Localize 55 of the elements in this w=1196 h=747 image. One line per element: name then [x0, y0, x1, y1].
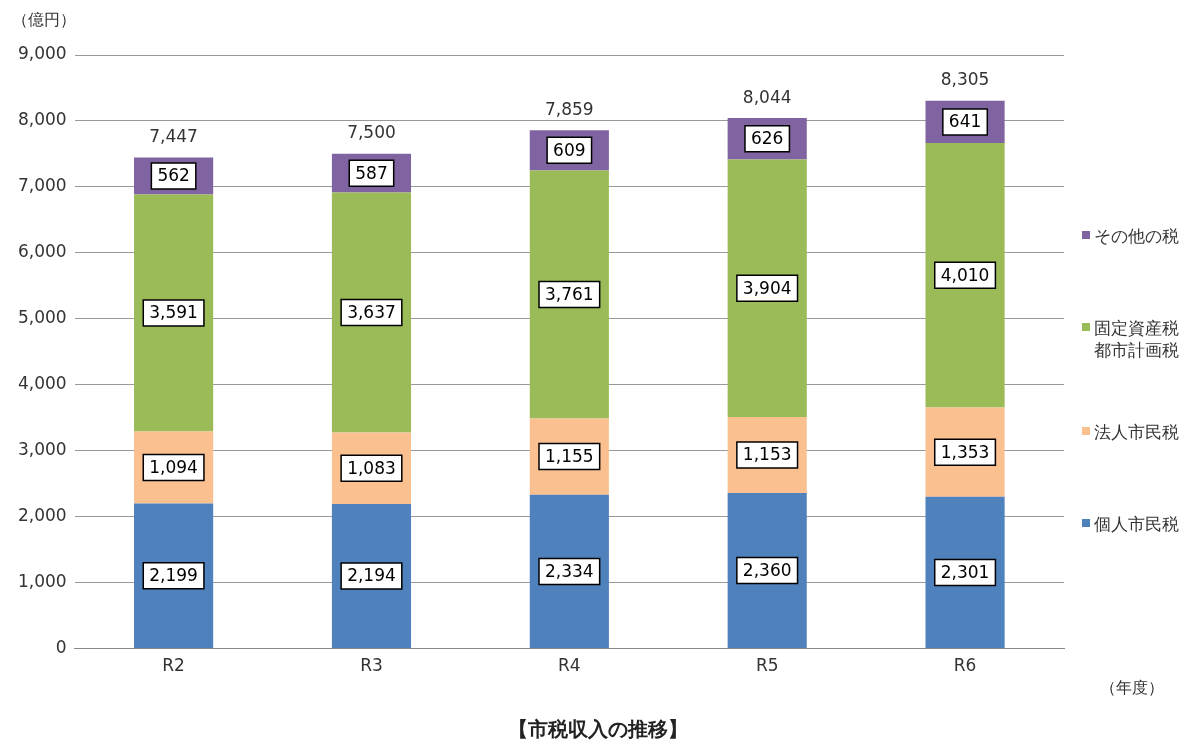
y-tick-label: 4,000 — [18, 373, 67, 394]
data-label: 626 — [750, 128, 784, 149]
bar — [925, 496, 1005, 649]
data-label: 2,334 — [545, 560, 594, 581]
data-label: 3,904 — [742, 277, 792, 298]
data-label: 2,301 — [940, 561, 990, 582]
x-axis-title: （年度） — [1100, 678, 1164, 699]
legend-label: 個人市民税 — [1094, 513, 1179, 535]
y-tick-label: 7,000 — [18, 175, 67, 196]
x-tick-label: R4 — [558, 655, 581, 676]
legend-label: その他の税 — [1094, 225, 1179, 247]
y-tick-label: 3,000 — [18, 439, 67, 460]
bar — [331, 192, 412, 433]
data-label: 1,094 — [149, 456, 198, 477]
data-label: 609 — [553, 139, 586, 160]
y-tick-label: 1,000 — [18, 571, 67, 592]
y-axis-title: （億円） — [12, 10, 76, 31]
total-label: 7,859 — [545, 98, 594, 119]
data-label: 2,360 — [742, 559, 792, 580]
data-label: 1,155 — [545, 445, 594, 466]
data-label: 1,353 — [940, 441, 990, 462]
data-label: 587 — [355, 162, 388, 183]
x-tick-label: R2 — [162, 655, 185, 676]
y-tick-label: 8,000 — [18, 109, 67, 130]
data-label: 1,083 — [347, 457, 396, 478]
y-tick-label: 2,000 — [18, 505, 67, 526]
x-tick-label: R3 — [360, 655, 383, 676]
total-label: 7,447 — [149, 125, 198, 146]
total-label: 7,500 — [347, 122, 396, 143]
x-tick-label: R6 — [953, 655, 977, 676]
bar — [529, 170, 609, 419]
total-label: 8,305 — [940, 69, 990, 90]
data-label: 2,199 — [149, 565, 198, 586]
bar — [727, 159, 807, 417]
data-label: 562 — [157, 165, 190, 186]
legend-label: 法人市民税 — [1094, 421, 1179, 443]
text: 【市税収入の推移】 — [507, 716, 689, 743]
data-label: 3,761 — [545, 283, 594, 304]
y-tick-label: 5,000 — [18, 307, 67, 328]
bar — [134, 194, 214, 432]
data-label: 3,591 — [149, 302, 198, 323]
bar — [529, 494, 609, 649]
y-tick-label: 6,000 — [18, 241, 67, 262]
bar — [925, 143, 1005, 408]
data-label: 2,194 — [347, 565, 396, 586]
x-tick-label: R5 — [755, 655, 779, 676]
data-label: 1,153 — [742, 444, 792, 465]
y-tick-label: 0 — [55, 637, 67, 658]
data-label: 4,010 — [940, 264, 990, 285]
y-tick-label: 9,000 — [18, 43, 67, 64]
bar — [727, 492, 807, 649]
legend-label: 固定資産税都市計画税 — [1094, 317, 1180, 361]
data-label: 641 — [948, 111, 982, 132]
data-label: 3,637 — [347, 301, 396, 322]
total-label: 8,044 — [742, 86, 792, 107]
